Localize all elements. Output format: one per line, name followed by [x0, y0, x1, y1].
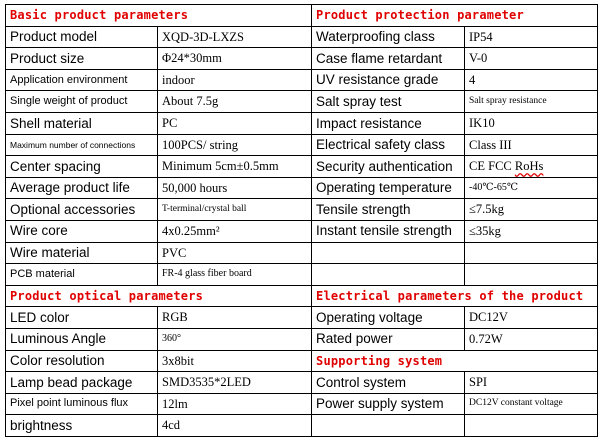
table-row: Pixel point luminous flux 12lm Power sup…	[5, 392, 599, 416]
optical-label: brightness	[5, 414, 158, 437]
table-row: LED color RGB Operating voltage DC12V	[5, 306, 599, 329]
basic-label: Wire core	[5, 219, 158, 243]
electrical-label: Operating voltage	[311, 306, 466, 329]
basic-label: Product model	[5, 25, 158, 49]
basic-value: Minimum 5cm±0.5mm	[156, 155, 313, 178]
basic-value: indoor	[156, 68, 313, 92]
basic-value: FR-4 glass fiber board	[156, 263, 313, 286]
supporting-value: SPI	[464, 371, 599, 394]
table-row: Product model XQD-3D-LXZS Waterproofing …	[5, 25, 599, 49]
table-row: Center spacing Minimum 5cm±0.5mm Securit…	[5, 155, 599, 178]
optical-value: RGB	[156, 306, 313, 329]
electrical-value: DC12V	[464, 306, 599, 329]
empty-cell	[311, 414, 466, 437]
protection-value: Class III	[464, 133, 599, 157]
optical-label: Color resolution	[5, 349, 158, 373]
electrical-label: Rated power	[311, 327, 466, 351]
empty-cell	[464, 414, 599, 437]
table-row: Shell material PC Impact resistance IK10	[5, 111, 599, 135]
table-row: Lamp bead package SMD3535*2LED Control s…	[5, 371, 599, 394]
protection-value: -40℃-65℃	[464, 176, 599, 200]
empty-cell	[311, 263, 466, 286]
basic-label: Maximum number of connections	[5, 133, 158, 157]
table-row: Color resolution 3x8bit Supporting syste…	[5, 349, 599, 373]
empty-cell	[464, 263, 599, 286]
basic-value: 100PCS/ string	[156, 133, 313, 157]
certification-text: CE FCC	[469, 159, 512, 174]
protection-value: V-0	[464, 47, 599, 70]
supporting-label: Control system	[311, 371, 466, 394]
product-spec-table: Basic product parameters Product protect…	[4, 4, 599, 437]
supporting-value: DC12V constant voltage	[464, 392, 599, 416]
protection-label: Case flame retardant	[311, 47, 466, 70]
table-row: PCB material FR-4 glass fiber board	[5, 263, 599, 286]
protection-label: Waterproofing class	[311, 25, 466, 49]
basic-value: Φ24*30mm	[156, 47, 313, 70]
basic-value: PVC	[156, 241, 313, 265]
basic-value: About 7.5g	[156, 90, 313, 113]
protection-label: Salt spray test	[311, 90, 466, 113]
protection-label: Operating temperature	[311, 176, 466, 200]
protection-label: Instant tensile strength	[311, 219, 466, 243]
optical-label: Pixel point luminous flux	[5, 392, 158, 416]
protection-label: UV resistance grade	[311, 68, 466, 92]
basic-label: Average product life	[5, 176, 158, 200]
table-row: Product optical parameters Electrical pa…	[4, 284, 599, 308]
protection-label: Tensile strength	[311, 198, 466, 221]
empty-cell	[311, 241, 466, 265]
basic-value: PC	[156, 111, 313, 135]
basic-label: Application environment	[5, 68, 158, 92]
basic-value: T-terminal/crystal ball	[156, 198, 313, 221]
protection-value: 4	[464, 68, 599, 92]
basic-value: XQD-3D-LXZS	[156, 25, 313, 49]
protection-value: IP54	[464, 25, 599, 49]
table-row: Wire core 4x0.25mm² Instant tensile stre…	[5, 219, 599, 243]
rohs-text: RoHs	[514, 159, 544, 174]
optical-value: 12lm	[156, 392, 313, 416]
basic-label: Optional accessories	[5, 198, 158, 221]
optical-label: Lamp bead package	[5, 371, 158, 394]
basic-value: 4x0.25mm²	[156, 219, 313, 243]
section-header-protection: Product protection parameter	[311, 4, 599, 27]
basic-label: Product size	[5, 47, 158, 70]
optical-value: SMD3535*2LED	[156, 371, 313, 394]
optical-label: LED color	[5, 306, 158, 329]
optical-label: Luminous Angle	[5, 327, 158, 351]
basic-label: Single weight of product	[5, 90, 158, 113]
table-row: Wire material PVC	[5, 241, 599, 265]
electrical-value: 0.72W	[464, 327, 599, 351]
basic-label: PCB material	[5, 263, 158, 286]
section-header-supporting: Supporting system	[311, 349, 599, 373]
empty-cell	[464, 241, 599, 265]
table-row: brightness 4cd	[5, 414, 599, 437]
section-header-electrical: Electrical parameters of the product	[311, 284, 599, 308]
table-row: Maximum number of connections 100PCS/ st…	[5, 133, 599, 157]
table-row: Luminous Angle 360° Rated power 0.72W	[5, 327, 599, 351]
protection-value: IK10	[464, 111, 599, 135]
supporting-label: Power supply system	[311, 392, 466, 416]
basic-value: 50,000 hours	[156, 176, 313, 200]
table-row: Single weight of product About 7.5g Salt…	[5, 90, 599, 113]
protection-value: ≤7.5kg	[464, 198, 599, 221]
protection-value: Salt spray resistance	[464, 90, 599, 113]
optical-value: 3x8bit	[156, 349, 313, 373]
table-row: Product size Φ24*30mm Case flame retarda…	[5, 47, 599, 70]
protection-value: ≤35kg	[464, 219, 599, 243]
section-header-basic: Basic product parameters	[4, 4, 313, 27]
protection-label: Electrical safety class	[311, 133, 466, 157]
table-row: Average product life 50,000 hours Operat…	[5, 176, 599, 200]
table-row: Basic product parameters Product protect…	[4, 4, 599, 27]
optical-value: 4cd	[156, 414, 313, 437]
optical-value: 360°	[156, 327, 313, 351]
table-row: Application environment indoor UV resist…	[5, 68, 599, 92]
protection-label: Security authentication	[311, 155, 466, 178]
protection-label: Impact resistance	[311, 111, 466, 135]
section-header-optical: Product optical parameters	[4, 284, 313, 308]
basic-label: Wire material	[5, 241, 158, 265]
basic-label: Shell material	[5, 111, 158, 135]
basic-label: Center spacing	[5, 155, 158, 178]
table-row: Optional accessories T-terminal/crystal …	[5, 198, 599, 221]
protection-value: CE FCC RoHs	[464, 155, 599, 178]
